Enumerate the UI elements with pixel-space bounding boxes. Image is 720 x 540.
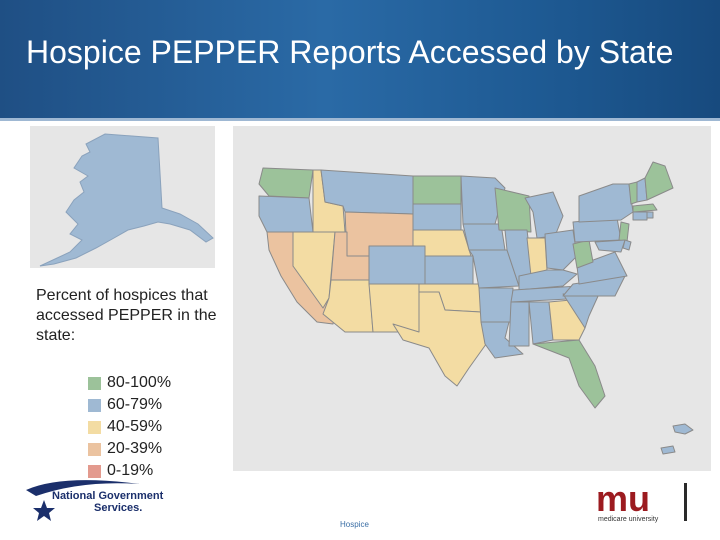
legend-swatch [88, 420, 101, 434]
usa-map [258, 161, 694, 455]
state-new-york [578, 183, 634, 223]
legend-title: Percent of hospices that accessed PEPPER… [36, 287, 217, 344]
state-missouri [468, 249, 520, 289]
ngs-logo-line2: Services. [94, 502, 142, 514]
state-massachusetts [632, 203, 658, 213]
ngs-logo-mark: National Government Services. [26, 480, 164, 521]
footer-text: Hospice [340, 520, 369, 529]
legend-label: 80-100% [107, 374, 172, 391]
state-wisconsin [494, 187, 532, 233]
state-connecticut [632, 211, 648, 221]
state-arkansas [478, 287, 514, 323]
state-ohio [544, 229, 578, 271]
header-divider [0, 118, 720, 121]
medicare-university-logo: mu medicare university [596, 478, 688, 523]
state-maine [644, 161, 674, 201]
mu-logo-letters: mu [596, 481, 650, 519]
slide-title: Hospice PEPPER Reports Accessed by State [26, 34, 674, 70]
state-vermont [628, 181, 638, 205]
legend-swatch [88, 376, 101, 390]
legend-item: 60-79% [88, 394, 171, 416]
legend-swatch [88, 398, 101, 412]
state-puerto-rico [660, 445, 676, 455]
state-washington [258, 167, 314, 199]
state-florida [532, 339, 606, 409]
state-texas [392, 291, 490, 387]
usa-map-panel [233, 126, 711, 471]
legend-label: 20-39% [107, 440, 163, 457]
ngs-logo: National Government Services. [22, 476, 192, 522]
legend-item: 40-59% [88, 416, 171, 438]
legend-item: 80-100% [88, 372, 171, 394]
state-rhode-island [646, 211, 654, 219]
legend-label: 0-19% [107, 462, 154, 479]
state-oregon [258, 195, 314, 233]
legend-swatch [88, 442, 101, 456]
state-mississippi [508, 301, 530, 347]
state-south-dakota [412, 203, 462, 231]
state-louisiana [480, 321, 524, 359]
legend-label: 60-79% [107, 396, 163, 413]
state-kansas [424, 255, 474, 285]
state-maryland [594, 239, 626, 253]
state-hawaii [672, 423, 694, 435]
slide-header: Hospice PEPPER Reports Accessed by State [0, 0, 720, 118]
state-arizona [322, 279, 374, 333]
legend-swatch [88, 464, 101, 478]
mu-logo-mark: mu medicare university [596, 478, 687, 523]
map-legend: Percent of hospices that accessed PEPPER… [36, 286, 236, 479]
state-delaware [622, 239, 632, 251]
alaska-map [39, 133, 214, 267]
legend-item: 0-19% [88, 460, 171, 482]
state-north-dakota [412, 175, 462, 205]
mu-logo-caption: medicare university [598, 516, 659, 523]
state-new-jersey [618, 221, 630, 243]
alaska-map-panel [30, 126, 215, 268]
legend-item: 20-39% [88, 438, 171, 460]
state-colorado [368, 245, 426, 285]
state-alaska [39, 133, 214, 267]
legend-label: 40-59% [107, 418, 163, 435]
state-virginia [576, 251, 628, 285]
ngs-logo-line1: National Government [52, 490, 164, 502]
legend-list: 80-100% 60-79% 40-59% 20-39% 0-19% [88, 372, 171, 482]
